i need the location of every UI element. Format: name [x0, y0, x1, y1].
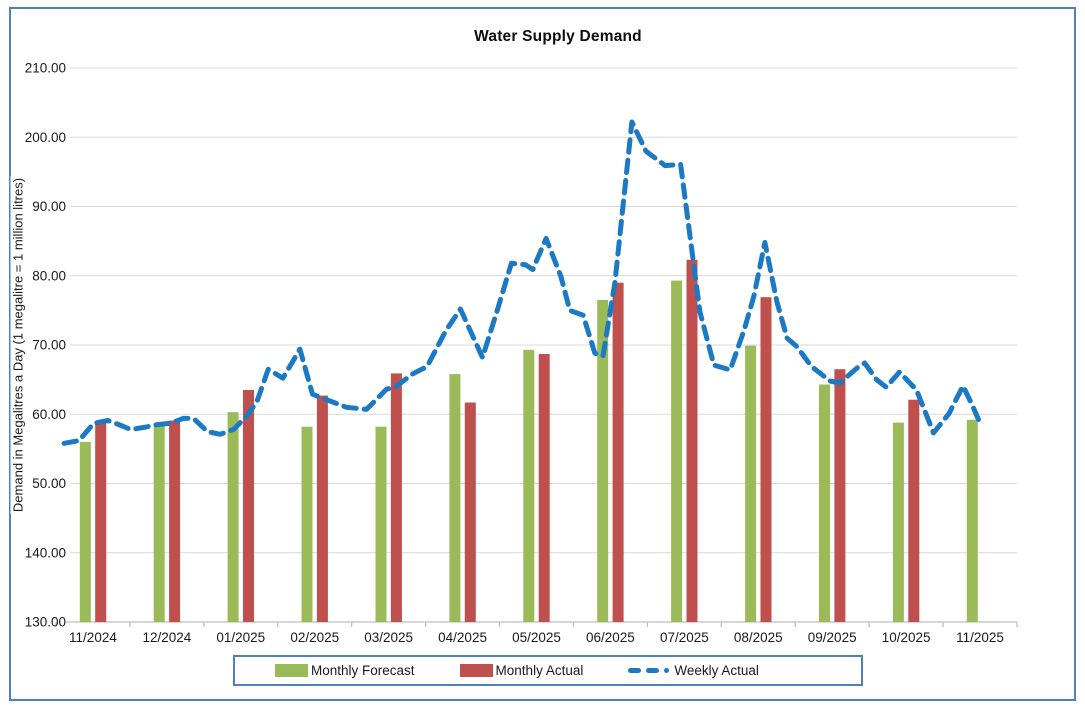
monthly-actual-bars: [95, 259, 920, 622]
svg-text:10/2025: 10/2025: [882, 630, 931, 645]
bar-monthly-forecast: [153, 425, 165, 622]
svg-text:02/2025: 02/2025: [290, 630, 339, 645]
svg-text:130.00: 130.00: [25, 615, 66, 630]
x-axis-line: [55, 621, 1018, 627]
bar-monthly-actual: [464, 402, 476, 622]
svg-text:60.00: 60.00: [32, 407, 66, 422]
svg-text:70.00: 70.00: [32, 338, 66, 353]
monthly-forecast-swatch-icon: [275, 664, 308, 677]
bar-monthly-actual: [169, 420, 181, 622]
svg-text:50.00: 50.00: [32, 476, 66, 491]
svg-text:11/2025: 11/2025: [956, 630, 1004, 645]
bar-monthly-forecast: [966, 419, 978, 622]
bar-monthly-forecast: [671, 280, 683, 622]
svg-text:140.00: 140.00: [25, 545, 66, 560]
svg-text:07/2025: 07/2025: [660, 630, 709, 645]
bar-monthly-actual: [612, 282, 624, 622]
bar-monthly-forecast: [819, 384, 830, 622]
bar-monthly-actual: [390, 373, 402, 622]
svg-text:01/2025: 01/2025: [216, 630, 265, 645]
bar-monthly-actual: [316, 395, 328, 622]
legend-item-monthly-actual: Monthly Actual: [459, 663, 584, 678]
bar-monthly-forecast: [79, 441, 91, 622]
monthly-forecast-bars: [79, 280, 978, 622]
bar-monthly-forecast: [449, 374, 461, 622]
chart-title: Water Supply Demand: [474, 28, 642, 45]
svg-text:08/2025: 08/2025: [734, 630, 783, 645]
svg-text:12/2024: 12/2024: [142, 630, 191, 645]
svg-text:05/2025: 05/2025: [512, 630, 561, 645]
bar-monthly-forecast: [523, 349, 535, 622]
bar-monthly-actual: [538, 354, 550, 622]
bar-monthly-forecast: [597, 300, 609, 622]
legend-label-weekly-actual: Weekly Actual: [674, 663, 759, 678]
svg-text:04/2025: 04/2025: [438, 630, 487, 645]
svg-text:210.00: 210.00: [25, 61, 66, 76]
legend-label-monthly-forecast: Monthly Forecast: [311, 663, 415, 678]
bar-monthly-actual: [243, 390, 254, 622]
svg-text:06/2025: 06/2025: [586, 630, 635, 645]
svg-text:80.00: 80.00: [32, 268, 66, 283]
bar-monthly-actual: [760, 297, 772, 622]
monthly-actual-swatch-icon: [459, 664, 493, 677]
bar-monthly-forecast: [227, 412, 239, 622]
svg-text:11/2024: 11/2024: [69, 630, 117, 645]
bar-monthly-actual: [686, 259, 698, 622]
bar-monthly-forecast: [301, 426, 313, 622]
bar-monthly-forecast: [745, 345, 757, 622]
legend: Monthly Forecast Monthly Actual Weekly A…: [233, 655, 863, 686]
svg-text:200.00: 200.00: [25, 130, 66, 145]
y-axis-title: Demand in Megalitres a Day (1 megalitre …: [10, 175, 26, 515]
legend-item-monthly-forecast: Monthly Forecast: [275, 663, 415, 678]
bar-monthly-actual: [95, 421, 107, 622]
y-axis-labels: 210.00 200.00 90.00 80.00 70.00 60.00 50.00 140…: [25, 61, 66, 630]
svg-text:90.00: 90.00: [32, 199, 66, 214]
bar-monthly-forecast: [375, 426, 387, 622]
weekly-actual-line: [61, 119, 982, 446]
weekly-actual-dash-icon: [628, 668, 670, 673]
bar-monthly-actual: [908, 399, 920, 622]
bar-monthly-actual: [834, 369, 846, 622]
svg-text:09/2025: 09/2025: [808, 630, 857, 645]
legend-label-monthly-actual: Monthly Actual: [495, 663, 584, 678]
bar-monthly-forecast: [892, 422, 904, 622]
legend-item-weekly-actual: Weekly Actual: [628, 663, 759, 678]
x-axis-labels: 11/2024 12/2024 01/2025 02/2025 03/2025 04/20…: [69, 630, 1004, 645]
svg-text:03/2025: 03/2025: [364, 630, 413, 645]
